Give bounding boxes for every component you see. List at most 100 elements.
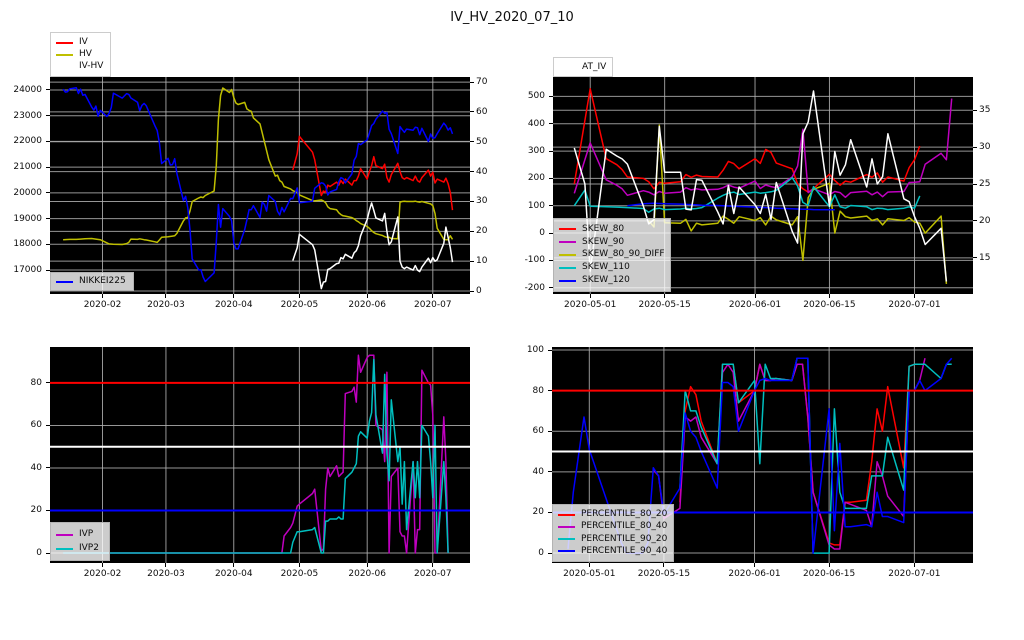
x-tick-label: 2020-04 [214, 300, 253, 310]
legend-label: NIKKEI225 [79, 276, 126, 286]
y-tick-label: 10 [476, 256, 488, 267]
y-tick-label: 20 [532, 507, 544, 518]
legend-entry: PERCENTILE_90_20 [558, 534, 668, 544]
y-tick-label: 19000 [13, 213, 42, 224]
tick-mark [913, 563, 915, 567]
legend-line-icon [559, 279, 576, 282]
tick-mark [46, 192, 50, 194]
legend-entry: SKEW_90 [559, 237, 665, 247]
legend-entry: SKEW_80 [559, 223, 665, 234]
legend-entry: IVP2 [56, 544, 104, 553]
legend-label: SKEW_80_90_DIFF [582, 249, 665, 260]
tick-mark [549, 177, 553, 179]
legend-line-icon [559, 266, 576, 269]
y-tick-label: 0 [36, 548, 42, 558]
series-IV-HV [292, 202, 454, 290]
y-tick-label: 70 [476, 77, 488, 88]
legend-entry: SKEW_110 [559, 263, 665, 272]
tick-mark [46, 140, 50, 142]
tick-mark [973, 109, 977, 111]
x-tick-label: 2020-02 [83, 300, 122, 310]
x-tick-label: 2020-06 [348, 569, 386, 579]
y-tick-label: 0 [476, 286, 482, 296]
legend-entry: IV-HV [56, 62, 105, 71]
tick-mark [102, 294, 103, 298]
legend-tl-nikkei: NIKKEI225 [50, 272, 134, 291]
legend-entry: IV [56, 38, 105, 47]
y-tick-label: 500 [527, 91, 545, 102]
tick-mark [366, 563, 368, 567]
legend-line-icon [56, 280, 73, 283]
tick-mark [470, 260, 474, 262]
y-tick-label: 60 [30, 420, 42, 431]
y-tick-label: 20 [979, 215, 991, 226]
y-tick-label: 200 [527, 173, 545, 184]
y-tick-label: 80 [30, 377, 42, 388]
tick-mark [233, 563, 235, 567]
legend-line-icon [559, 66, 576, 68]
legend-line-icon [56, 65, 73, 68]
y-tick-label: 35 [979, 105, 991, 116]
tick-mark [165, 563, 167, 567]
y-tick-label: 40 [532, 466, 544, 477]
tick-mark [549, 232, 553, 234]
legend-line-icon [56, 41, 73, 44]
y-tick-label: 40 [476, 166, 488, 177]
y-tick-label: 18000 [13, 239, 42, 250]
tick-mark [549, 95, 553, 97]
legend-entry: SKEW_80_90_DIFF [559, 250, 665, 259]
legend-label: SKEW_80 [582, 223, 625, 234]
plot-canvas-ivp [50, 347, 470, 563]
x-tick-label: 2020-05-15 [637, 569, 691, 579]
legend-entry: PERCENTILE_80_40 [558, 522, 668, 531]
y-tick-label: 60 [532, 426, 544, 437]
y-tick-label: 21000 [13, 162, 42, 173]
x-tick-label: 2020-06 [348, 300, 386, 310]
y-tick-label: 40 [30, 462, 42, 473]
plot-canvas-at-iv [553, 77, 973, 294]
legend-label: PERCENTILE_80_20 [581, 509, 668, 520]
series-SKEW_80_90_DIFF [648, 124, 948, 284]
tick-mark [298, 563, 300, 567]
tick-mark [46, 218, 50, 220]
y-tick-label: 30 [979, 142, 991, 153]
tick-mark [548, 349, 552, 351]
series-SKEW_110 [573, 177, 921, 214]
legend-label: PERCENTILE_80_40 [581, 521, 668, 532]
tick-mark [548, 471, 552, 473]
y-tick-label: 22000 [13, 136, 42, 147]
legend-label: SKEW_120 [582, 275, 630, 286]
legend-tl-main: IV HV IV-HV [50, 32, 111, 77]
y-tick-label: 20 [30, 505, 42, 516]
legend-entry: IVP [56, 530, 104, 539]
legend-label: IVP [79, 529, 94, 539]
x-tick-label: 2020-07-01 [888, 300, 941, 310]
tick-mark [663, 563, 665, 567]
y-tick-label: 50 [476, 136, 488, 147]
tick-mark [432, 294, 434, 298]
y-tick-label: 30 [476, 196, 488, 207]
legend-entry: NIKKEI225 [56, 277, 128, 286]
y-tick-label: 80 [532, 385, 544, 396]
series-IVP2 [63, 358, 449, 554]
legend-label: HV [79, 49, 92, 59]
y-tick-label: 17000 [13, 265, 42, 275]
tick-mark [973, 257, 977, 259]
tick-mark [46, 115, 50, 117]
y-tick-label: 24000 [13, 84, 42, 95]
tick-mark [549, 205, 553, 207]
x-tick-label: 2020-05-01 [563, 569, 616, 579]
tick-mark [46, 424, 50, 426]
tick-mark [664, 294, 666, 298]
tick-mark [973, 183, 977, 185]
tick-mark [754, 563, 755, 567]
series-SKEW_80 [573, 88, 921, 193]
y-tick-label: 100 [527, 200, 545, 211]
y-tick-label: 25 [979, 179, 991, 190]
x-tick-label: 2020-06-15 [803, 300, 856, 310]
x-tick-label: 2020-05-01 [564, 300, 617, 310]
y-tick-label: 400 [527, 118, 545, 129]
legend-line-icon [559, 241, 576, 244]
tick-mark [973, 220, 977, 222]
tick-mark [470, 111, 474, 113]
